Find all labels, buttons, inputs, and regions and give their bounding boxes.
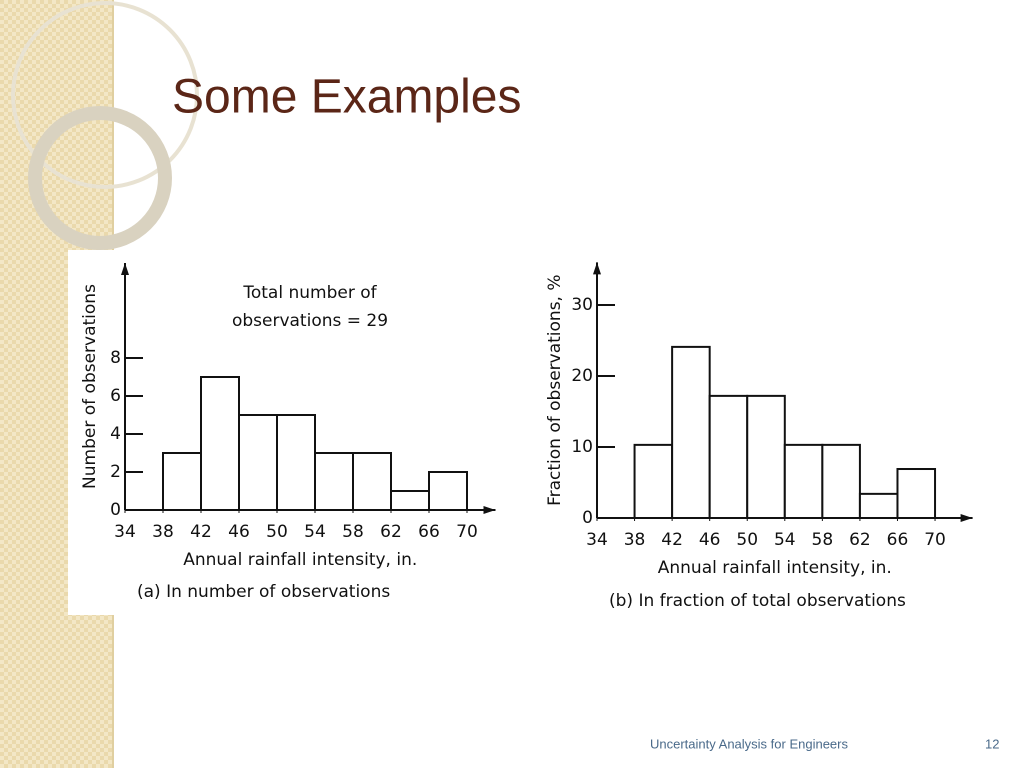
y-tick-label: 20 [571, 366, 593, 386]
caption: (a) In number of observations [137, 582, 390, 602]
x-tick-label: 34 [586, 530, 608, 550]
x-tick-label: 38 [152, 522, 174, 542]
y-tick-label: 2 [110, 462, 121, 482]
x-tick-label: 62 [849, 530, 871, 550]
x-arrow [483, 506, 496, 514]
y-arrow [121, 263, 129, 275]
bar [708, 394, 749, 520]
annotation: Total number of [242, 283, 377, 303]
x-arrow [960, 514, 973, 522]
bar [858, 492, 899, 519]
x-tick-label: 34 [114, 522, 136, 542]
y-tick-label: 0 [582, 508, 593, 528]
x-tick-label: 70 [456, 522, 478, 542]
x-tick-label: 54 [304, 522, 326, 542]
x-tick-label: 66 [887, 530, 909, 550]
y-tick-label: 0 [110, 500, 121, 520]
y-axis-label: Number of observations [80, 284, 100, 489]
bar [162, 452, 202, 511]
x-axis-label: Annual rainfall intensity, in. [183, 550, 417, 570]
bar [821, 443, 861, 519]
bar [238, 414, 278, 511]
x-tick-label: 42 [190, 522, 212, 542]
y-tick-label: 4 [110, 424, 121, 444]
footer: Uncertainty Analysis for Engineers [650, 736, 848, 751]
x-tick-label: 50 [736, 530, 758, 550]
y-axis-label: Fraction of observations, % [545, 274, 565, 505]
x-tick-label: 62 [380, 522, 402, 542]
x-tick-label: 58 [342, 522, 364, 542]
x-tick-label: 46 [228, 522, 250, 542]
y-tick-label: 30 [571, 295, 593, 315]
caption: (b) In fraction of total observations [609, 591, 906, 611]
x-tick-label: 50 [266, 522, 288, 542]
bar [200, 376, 240, 511]
deco-circle [11, 1, 199, 189]
bar [896, 468, 937, 520]
bar [633, 443, 674, 519]
x-tick-label: 66 [418, 522, 440, 542]
x-tick-label: 58 [812, 530, 834, 550]
deco-circle [28, 106, 172, 250]
page-number: 12 [985, 736, 999, 751]
x-tick-label: 42 [661, 530, 683, 550]
bar [671, 345, 711, 520]
x-tick-label: 38 [624, 530, 646, 550]
y-arrow [593, 262, 601, 275]
slide-title: Some Examples [172, 71, 521, 124]
x-tick-label: 46 [699, 530, 721, 550]
y-tick-label: 10 [571, 437, 593, 457]
bar [276, 414, 316, 511]
bar [352, 452, 392, 511]
annotation: observations = 29 [232, 311, 388, 331]
y-tick-label: 6 [110, 386, 121, 406]
bar [428, 471, 468, 511]
bar [783, 443, 824, 519]
x-tick-label: 70 [924, 530, 946, 550]
y-tick-label: 8 [110, 348, 121, 368]
x-axis-label: Annual rainfall intensity, in. [658, 558, 892, 578]
bar [314, 452, 354, 511]
bar [746, 394, 786, 520]
bar [390, 490, 430, 511]
x-tick-label: 54 [774, 530, 796, 550]
